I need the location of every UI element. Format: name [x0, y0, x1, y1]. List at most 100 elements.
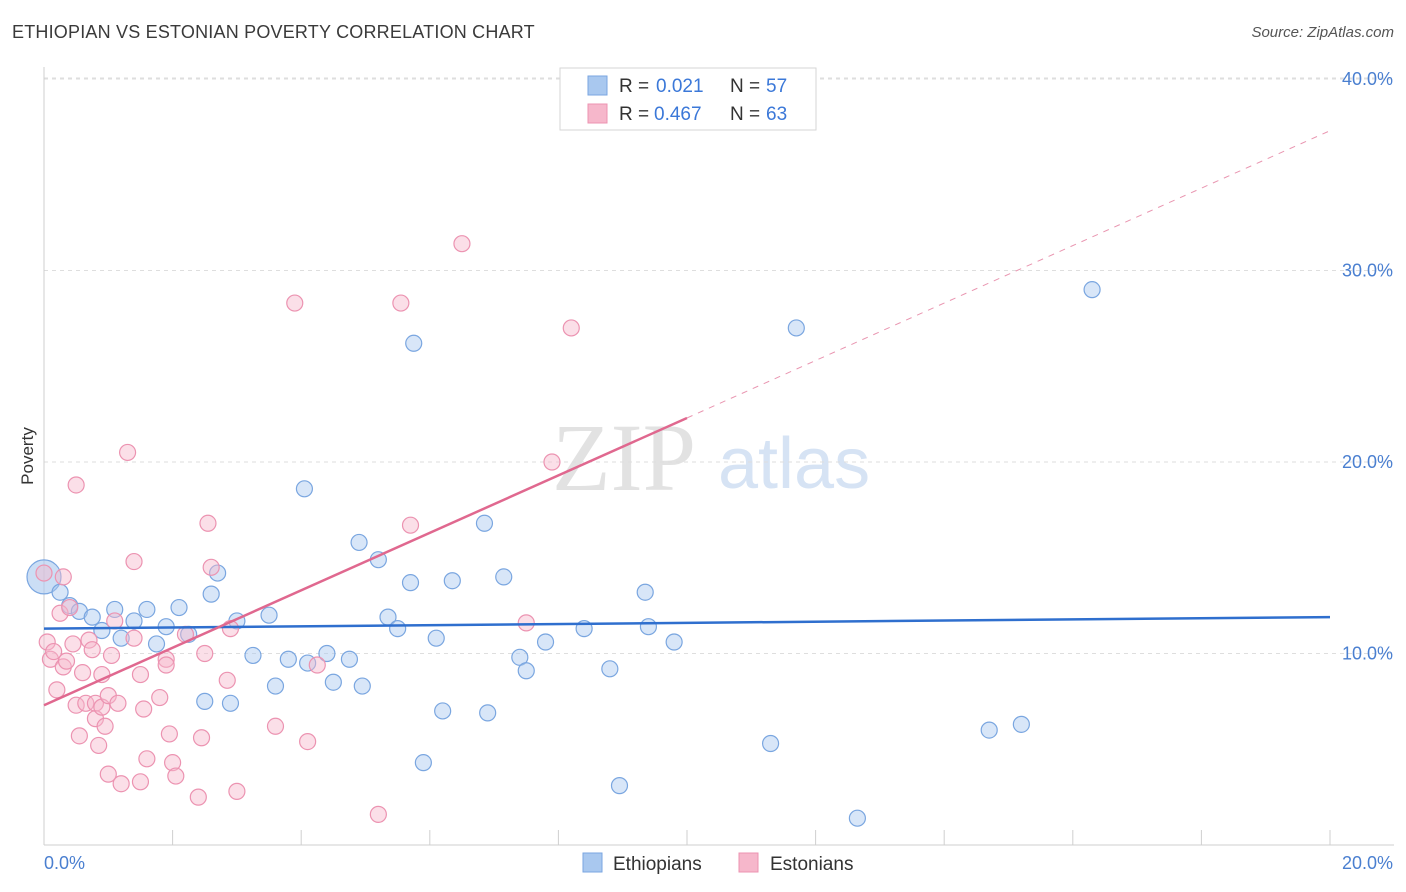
estonian-point: [218, 671, 236, 689]
chart-title: ETHIOPIAN VS ESTONIAN POVERTY CORRELATIO…: [12, 22, 535, 42]
ethiopian-point: [295, 480, 314, 498]
estonian-point: [61, 598, 79, 617]
series-legend-swatch-estonians: [738, 852, 759, 873]
estonians-trend-extension: [686, 130, 1331, 419]
estonian-point: [96, 717, 114, 735]
source-credit: Source: ZipAtlas.com: [1251, 24, 1394, 41]
estonian-point: [57, 652, 76, 670]
estonian-point: [299, 732, 317, 751]
estonian-point: [54, 568, 72, 586]
axes: [43, 67, 1394, 846]
ethiopian-point: [414, 754, 432, 772]
estonian-point: [138, 750, 156, 768]
legend-swatch-estonians: [587, 103, 608, 124]
estonian-point: [73, 664, 92, 682]
estonian-point: [308, 656, 326, 674]
estonian-point: [157, 656, 175, 674]
ethiopian-point: [980, 721, 998, 739]
ethiopian-point: [610, 777, 629, 795]
y-tick-labels: 10.0% 20.0% 30.0% 40.0%: [1342, 69, 1393, 664]
watermark-atlas: atlas: [718, 424, 870, 504]
y-tick-label: 10.0%: [1342, 644, 1393, 664]
ethiopian-point: [517, 662, 535, 680]
estonian-point: [189, 788, 207, 806]
estonian-point: [125, 552, 143, 571]
legend-r-label-1: R =: [619, 76, 649, 97]
estonian-point: [135, 700, 153, 718]
ethiopian-point: [353, 677, 371, 695]
ethiopian-point: [340, 650, 359, 668]
estonian-point: [51, 604, 69, 622]
estonian-point: [151, 688, 169, 707]
estonian-point: [517, 614, 535, 632]
x-ticks: [43, 830, 1331, 845]
ethiopian-point: [350, 533, 368, 552]
ethiopian-point: [389, 620, 407, 638]
estonian-point: [106, 612, 124, 630]
grid-lines: [44, 77, 1394, 654]
legend-swatch-ethiopians: [587, 75, 608, 96]
legend-r-value-2: 0.467: [654, 104, 702, 125]
y-tick-label: 20.0%: [1342, 452, 1393, 472]
ethiopian-point: [536, 633, 555, 651]
ethiopian-point: [1012, 715, 1030, 733]
ethiopians-trend-line: [43, 615, 1331, 630]
estonian-point: [228, 782, 246, 800]
series-legend-swatch-ethiopians: [582, 852, 603, 873]
ethiopian-point: [138, 600, 156, 619]
stats-legend: R = 0.021 N = 57 R = 0.467 N = 63: [559, 67, 817, 131]
estonian-point: [369, 805, 387, 823]
ethiopian-point: [196, 692, 214, 710]
estonian-point: [118, 443, 137, 462]
legend-n-value-1: 57: [766, 76, 787, 97]
ethiopian-point: [26, 559, 62, 595]
estonian-point: [90, 736, 108, 755]
estonian-point: [77, 694, 95, 712]
y-tick-label: 40.0%: [1342, 69, 1393, 89]
ethiopian-point: [209, 564, 227, 582]
estonian-point: [543, 453, 561, 471]
estonian-point: [199, 514, 217, 532]
legend-r-label-2: R =: [619, 104, 649, 125]
ethiopian-point: [636, 583, 654, 601]
ethiopian-point: [639, 618, 658, 636]
y-axis-title: Poverty: [18, 427, 37, 485]
estonian-point: [131, 665, 150, 684]
ethiopian-point: [324, 673, 342, 691]
data-points: [26, 235, 1101, 827]
ethiopian-point: [279, 650, 297, 668]
ethiopian-point: [318, 644, 336, 663]
estonian-point: [196, 644, 214, 663]
ethiopian-point: [848, 809, 866, 827]
y-tick-label: 30.0%: [1342, 261, 1393, 281]
ethiopian-point: [93, 621, 111, 640]
estonian-point: [64, 635, 82, 653]
estonian-point: [109, 694, 127, 712]
ethiopian-point: [427, 629, 445, 647]
ethiopian-point: [601, 660, 619, 678]
series-legend: Ethiopians Estonians: [582, 852, 853, 875]
estonian-point: [164, 754, 182, 772]
ethiopian-point: [787, 319, 805, 337]
x-tick-label-max: 20.0%: [1342, 853, 1393, 873]
ethiopian-point: [443, 572, 461, 590]
ethiopian-point: [202, 585, 220, 603]
ethiopian-point: [405, 334, 423, 352]
estonian-point: [67, 476, 85, 494]
legend-n-value-2: 63: [766, 104, 787, 125]
estonian-point: [266, 717, 285, 735]
estonian-point: [80, 631, 98, 649]
estonian-point: [45, 642, 63, 661]
watermark-zip: ZIP: [552, 404, 696, 511]
ethiopian-point: [51, 583, 69, 601]
series-legend-label-estonians: Estonians: [770, 854, 853, 875]
ethiopian-point: [221, 694, 240, 712]
estonian-point: [48, 681, 66, 699]
estonian-point: [83, 641, 101, 659]
estonian-point: [392, 294, 410, 312]
ethiopian-point: [83, 608, 101, 626]
estonian-point: [99, 765, 117, 783]
ethiopian-point: [475, 514, 494, 532]
estonian-point: [125, 629, 143, 647]
